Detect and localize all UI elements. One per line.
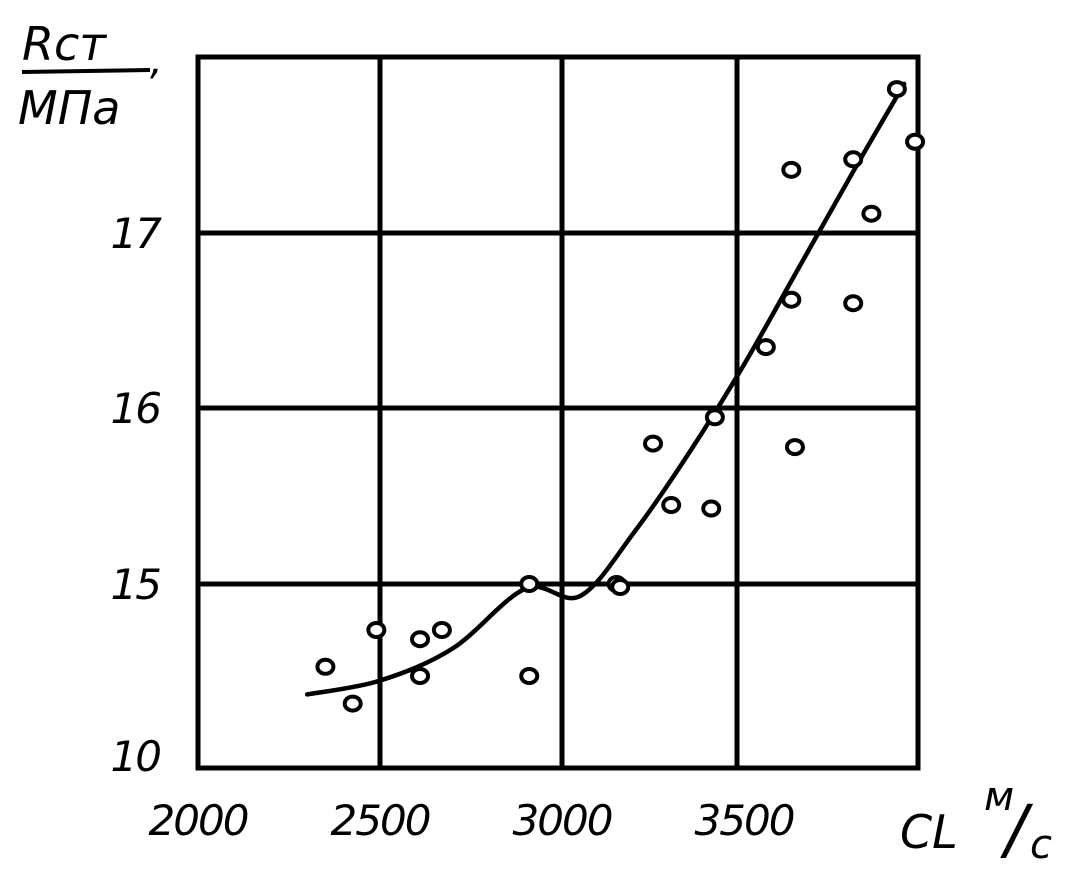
data-point (861, 204, 882, 223)
y-tick-label: 16 (111, 384, 161, 433)
data-point (755, 338, 776, 357)
data-point (661, 496, 682, 515)
x-axis-unit-numerator: м (984, 774, 1014, 820)
data-point (886, 80, 907, 99)
data-point (410, 630, 431, 649)
data-point (610, 578, 631, 596)
data-point (701, 499, 722, 518)
data-point (431, 621, 452, 639)
data-point (643, 434, 663, 453)
trend-curve (304, 81, 907, 697)
data-point (704, 408, 725, 427)
x-tick-labels: 2000 2500 3000 3500 (149, 796, 796, 845)
y-tick-label: 17 (111, 209, 163, 258)
y-axis-title-top: Rcт (22, 17, 107, 71)
data-point (843, 150, 864, 169)
x-tick-label: 2500 (331, 796, 430, 845)
data-point (843, 294, 864, 313)
y-axis-title-bottom: МПа (18, 81, 120, 135)
data-point (905, 132, 926, 151)
trend-layer (304, 81, 907, 697)
data-point (784, 438, 805, 457)
data-point (519, 667, 540, 685)
x-tick-label: 3500 (695, 796, 794, 845)
y-tick-label: 15 (111, 560, 161, 609)
x-tick-label: 3000 (513, 796, 612, 845)
x-axis-unit-denominator: c (1030, 822, 1052, 868)
data-point (410, 667, 431, 685)
x-axis-unit-slash: / (1000, 791, 1034, 868)
y-axis-title-bar (21, 68, 151, 74)
x-tick-label: 2000 (149, 796, 248, 845)
data-point (366, 621, 387, 639)
x-axis-title: CL (900, 805, 958, 859)
points-layer (315, 80, 926, 713)
chart-grid (195, 54, 921, 771)
data-point (315, 657, 336, 676)
y-tick-label: 10 (111, 732, 161, 781)
plot-frame (195, 54, 921, 771)
data-point (781, 160, 802, 179)
y-axis-title-sep: , (150, 38, 163, 84)
data-point (519, 575, 540, 593)
data-point (342, 694, 363, 713)
y-tick-labels: 10 15 16 17 (111, 209, 165, 781)
data-point (781, 290, 802, 309)
